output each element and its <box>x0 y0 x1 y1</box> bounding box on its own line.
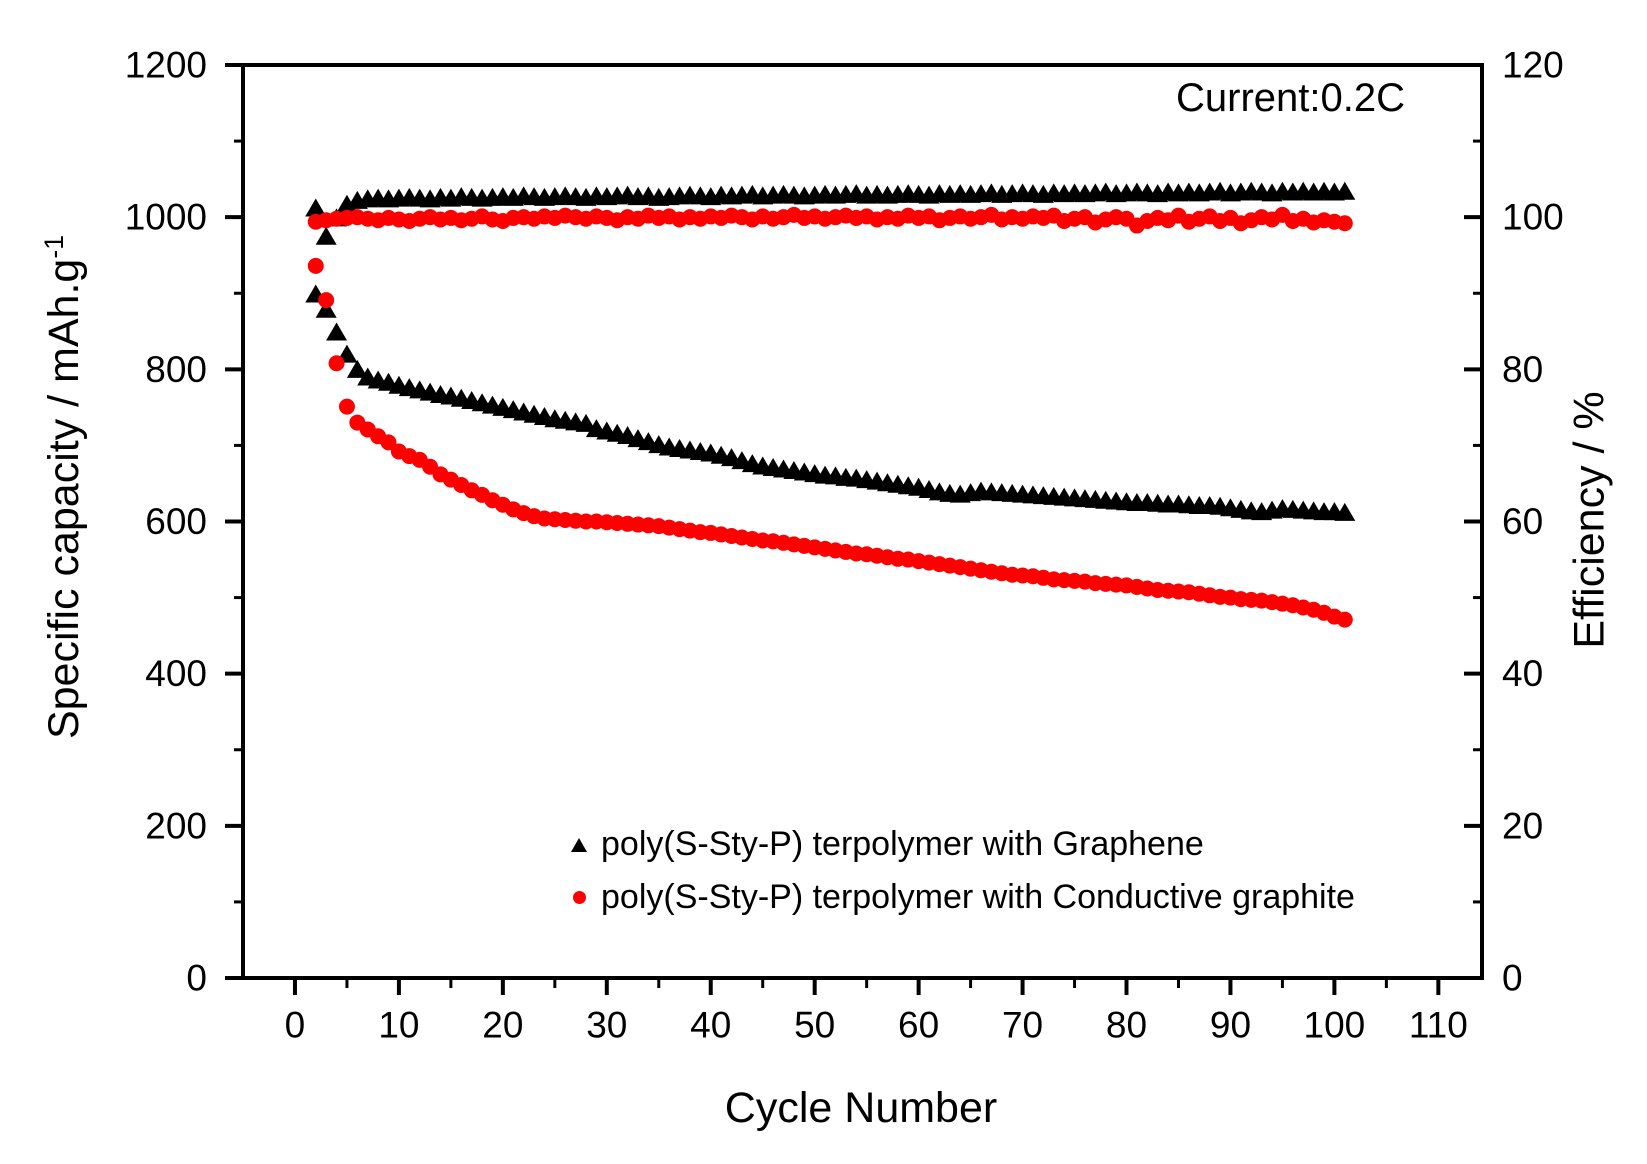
y-left-tick-label: 1200 <box>125 45 207 86</box>
legend-label: poly(S-Sty-P) terpolymer with Graphene <box>601 825 1204 863</box>
annotation-current-rate: Current:0.2C <box>1176 76 1405 120</box>
x-tick-label: 70 <box>1002 1005 1043 1046</box>
data-point-marker <box>307 257 324 274</box>
data-point-marker <box>315 226 337 245</box>
series-conductive-graphite-capacity <box>307 257 1353 628</box>
y-right-tick-label: 60 <box>1502 501 1543 542</box>
y-right-tick-label: 40 <box>1502 653 1543 694</box>
y-left-tick-label: 0 <box>186 958 207 999</box>
x-tick-label: 90 <box>1210 1005 1251 1046</box>
y-left-tick-label: 800 <box>145 349 207 390</box>
data-point-marker <box>575 413 597 432</box>
data-point-marker <box>1334 181 1356 200</box>
data-point-marker <box>380 434 397 451</box>
y-left-tick-label: 200 <box>145 805 207 846</box>
y-left-axis-title-superscript: -1 <box>38 234 69 259</box>
triangle-marker-icon <box>566 837 592 852</box>
x-tick-label: 80 <box>1106 1005 1147 1046</box>
x-axis-title: Cycle Number <box>724 1084 998 1132</box>
x-tick-label: 20 <box>482 1005 523 1046</box>
y-left-tick-label: 1000 <box>125 197 207 238</box>
x-tick-label: 40 <box>690 1005 731 1046</box>
legend-item-graphene: poly(S-Sty-P) terpolymer with Graphene <box>566 818 1355 871</box>
y-left-tick-label: 400 <box>145 653 207 694</box>
series-conductive-graphite-efficiency <box>307 206 1353 234</box>
data-point-marker <box>338 398 355 415</box>
y-right-axis-title: Efficiency / % <box>1565 391 1614 649</box>
data-point-marker <box>1334 502 1356 521</box>
y-right-tick-label: 100 <box>1502 197 1564 238</box>
data-point-marker <box>326 322 348 341</box>
data-point-marker <box>1336 215 1353 232</box>
x-tick-label: 50 <box>794 1005 835 1046</box>
y-right-tick-label: 20 <box>1502 805 1543 846</box>
y-right-tick-label: 120 <box>1502 45 1564 86</box>
x-tick-label: 110 <box>1409 1005 1468 1046</box>
data-point-marker <box>315 299 337 318</box>
data-point-marker <box>305 198 327 217</box>
x-tick-label: 10 <box>378 1005 419 1046</box>
x-tick-label: 100 <box>1304 1005 1366 1046</box>
y-right-tick-label: 0 <box>1502 958 1523 999</box>
legend: poly(S-Sty-P) terpolymer with Graphene p… <box>566 818 1355 924</box>
circle-marker-icon <box>566 891 592 904</box>
y-left-tick-label: 600 <box>145 501 207 542</box>
y-left-axis-title: Specific capacity / mAh.g-1 <box>39 235 89 739</box>
legend-item-conductive-graphite: poly(S-Sty-P) terpolymer with Conductive… <box>566 871 1355 924</box>
y-left-axis-title-text: Specific capacity / mAh.g <box>40 258 89 740</box>
legend-label: poly(S-Sty-P) terpolymer with Conductive… <box>601 878 1355 916</box>
series-graphene-efficiency <box>305 181 1356 245</box>
y-right-tick-label: 80 <box>1502 349 1543 390</box>
data-point-marker <box>1336 611 1353 628</box>
x-tick-label: 0 <box>285 1005 306 1046</box>
data-point-marker <box>346 359 368 378</box>
data-point-marker <box>318 292 335 309</box>
data-point-marker <box>328 355 345 372</box>
x-tick-label: 30 <box>586 1005 627 1046</box>
x-tick-label: 60 <box>898 1005 939 1046</box>
series-graphene-capacity <box>305 284 1356 521</box>
